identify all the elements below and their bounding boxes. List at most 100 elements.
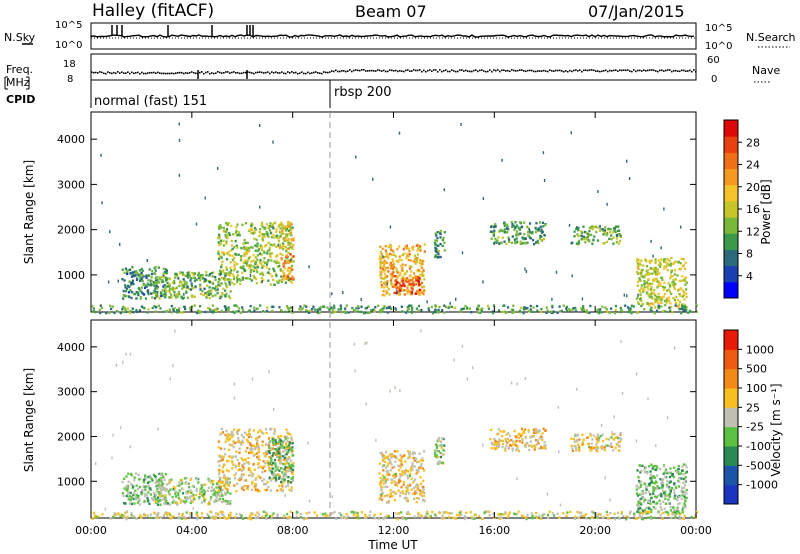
data-cell [657, 292, 660, 296]
data-cell [381, 268, 385, 271]
data-cell [602, 233, 605, 236]
data-cell [660, 276, 663, 279]
data-cell [614, 308, 617, 312]
data-cell [380, 486, 383, 489]
data-cell [174, 487, 177, 490]
data-cell [521, 441, 524, 444]
data-cell [228, 477, 231, 480]
data-cell [307, 441, 309, 445]
data-cell [277, 435, 280, 438]
data-cell [633, 512, 636, 515]
data-cell [495, 442, 498, 445]
data-cell [124, 294, 127, 298]
data-cell [221, 276, 224, 280]
data-cell [209, 308, 212, 311]
data-cell [290, 238, 293, 241]
data-cell [256, 258, 259, 261]
data-cell [394, 284, 397, 287]
data-cell [542, 513, 545, 516]
data-cell [151, 296, 154, 299]
data-cell [516, 477, 518, 481]
data-cell [582, 235, 586, 239]
data-cell [268, 428, 272, 431]
data-cell [504, 223, 507, 226]
data-cell [678, 303, 681, 306]
data-cell [136, 501, 139, 504]
data-cell [635, 439, 638, 443]
freq-point [223, 72, 225, 74]
x-tick-label: 00:00 [75, 524, 107, 537]
data-cell [254, 244, 257, 247]
data-cell [588, 226, 591, 230]
data-cell [129, 499, 132, 502]
data-cell [619, 432, 622, 435]
data-cell [156, 484, 160, 487]
data-cell [133, 479, 136, 482]
data-cell [233, 474, 236, 477]
data-cell [252, 429, 255, 432]
data-cell [192, 276, 195, 280]
data-cell [653, 266, 656, 270]
data-cell [532, 428, 535, 432]
data-cell [590, 442, 593, 445]
data-cell [200, 292, 203, 296]
data-cell [515, 435, 518, 439]
data-cell [305, 512, 308, 515]
data-cell [399, 480, 402, 483]
data-cell [228, 455, 231, 458]
data-cell [223, 516, 226, 519]
data-cell [217, 499, 220, 502]
data-cell [598, 439, 601, 442]
data-cell [419, 476, 422, 479]
data-cell [384, 261, 387, 264]
data-cell [406, 284, 410, 287]
data-cell [173, 279, 176, 283]
data-cell [126, 269, 129, 272]
data-cell [340, 513, 343, 517]
data-cell [647, 490, 650, 493]
data-cell [131, 271, 134, 274]
data-cell [224, 453, 227, 456]
data-cell [601, 516, 604, 520]
data-cell [258, 489, 261, 493]
data-cell [279, 227, 282, 230]
data-cell [514, 221, 517, 224]
data-cell [339, 304, 342, 307]
data-cell [566, 511, 569, 514]
data-cell [145, 485, 148, 488]
data-cell [124, 502, 127, 505]
data-cell [250, 224, 253, 227]
freq-point [685, 70, 687, 72]
data-cell [142, 275, 145, 278]
freq-point [647, 69, 649, 72]
data-cell [252, 274, 255, 278]
data-cell [683, 502, 686, 505]
data-cell [647, 507, 650, 510]
data-cell [663, 507, 666, 510]
data-cell [652, 465, 655, 468]
data-cell [470, 311, 473, 314]
data-cell [288, 260, 292, 263]
data-cell [656, 295, 659, 298]
data-cell [494, 225, 497, 228]
data-cell [208, 479, 211, 482]
data-cell [220, 492, 223, 495]
freq-point [239, 72, 241, 75]
data-cell [626, 306, 630, 309]
data-cell [374, 306, 377, 309]
data-cell [379, 498, 382, 501]
data-cell [455, 513, 459, 517]
colorbar-swatch [724, 152, 738, 170]
data-cell [672, 280, 675, 283]
data-cell [228, 443, 231, 446]
data-cell [445, 511, 448, 514]
data-cell [663, 471, 666, 474]
data-cell [257, 513, 260, 516]
data-cell [399, 473, 402, 476]
data-cell [127, 480, 130, 483]
data-cell [505, 242, 508, 245]
data-cell [676, 498, 679, 501]
data-cell [227, 232, 231, 235]
data-cell [638, 278, 642, 281]
data-cell [662, 295, 665, 298]
